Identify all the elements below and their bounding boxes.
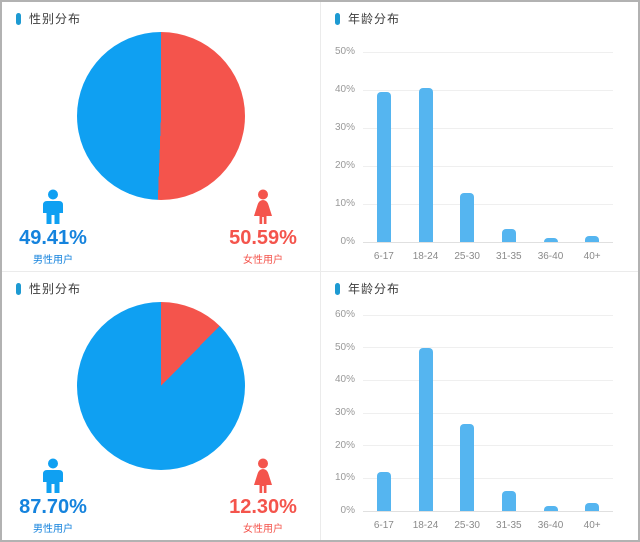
bar-6-17[interactable] [376, 471, 391, 511]
y-axis-tick: 0% [340, 505, 355, 516]
female-stat: 12.30% 女性用户 [218, 458, 308, 535]
female-icon [254, 458, 272, 493]
x-axis-label: 40+ [583, 520, 601, 531]
gridline [363, 379, 613, 381]
male-stat: 87.70% 男性用户 [8, 458, 98, 535]
title-marker-icon [16, 282, 21, 295]
gridline [363, 203, 613, 205]
panel-header: 性别分布 [16, 10, 81, 27]
x-axis-label: 18-24 [412, 520, 439, 531]
female-stat: 50.59% 女性用户 [218, 189, 308, 266]
bar-6-17[interactable] [376, 91, 391, 242]
y-axis-tick: 50% [334, 341, 355, 353]
y-axis-tick: 20% [334, 160, 355, 171]
female-percentage: 50.59% [229, 227, 297, 249]
bar-40+[interactable] [585, 502, 600, 511]
panel-header: 性别分布 [16, 280, 81, 297]
male-stat: 49.41% 男性用户 [8, 189, 98, 266]
y-axis-tick: 50% [334, 46, 355, 57]
age-distribution-panel-top: 年龄分布 0% 10% 20% 30% 40% 50% 6-17 18-24 25-30 31-3… [320, 2, 638, 271]
bar-31-35[interactable] [501, 491, 516, 511]
gridline [363, 477, 613, 479]
title-marker-icon [335, 282, 340, 295]
x-axis-label: 36-40 [537, 251, 564, 262]
panel-title: 年龄分布 [348, 282, 401, 296]
age-bar-chart[interactable]: 0% 10% 20% 30% 40% 50% 60% 6-17 18-24 25-30 31-35 3… [335, 309, 613, 531]
gender-pie-chart[interactable] [77, 32, 245, 200]
bar-40+[interactable] [585, 236, 600, 242]
bar-36-40[interactable] [543, 506, 558, 511]
gridline [363, 445, 613, 447]
x-axis-label: 31-35 [496, 520, 522, 531]
bar-36-40[interactable] [543, 238, 558, 242]
bar-25-30[interactable] [460, 424, 475, 511]
age-distribution-panel-bottom: 年龄分布 0% 10% 20% 30% 40% 50% 60% 6-17 18-24 25-30 3… [320, 271, 638, 540]
male-percentage: 49.41% [19, 227, 87, 249]
y-axis-tick: 0% [340, 236, 355, 247]
y-axis-tick: 40% [334, 374, 355, 386]
x-axis-label: 25-30 [454, 251, 480, 262]
gridline [363, 314, 613, 316]
x-axis-label: 31-35 [496, 251, 522, 262]
panel-title: 性别分布 [29, 282, 82, 296]
bar-18-24[interactable] [418, 88, 433, 242]
gridline [363, 89, 613, 91]
y-axis-tick: 10% [334, 472, 355, 484]
panel-header: 年龄分布 [335, 10, 400, 27]
gender-distribution-panel-bottom: 性别分布 87.70% 男性用户 12.30% 女性用户 [2, 271, 320, 540]
x-axis-label: 40+ [583, 251, 601, 262]
x-axis-label: 6-17 [373, 251, 394, 262]
male-label: 男性用户 [33, 255, 73, 266]
y-axis-tick: 40% [334, 84, 355, 95]
panel-header: 年龄分布 [335, 280, 400, 297]
gender-distribution-panel-top: 性别分布 49.41% 男性用户 50.59% 女性用户 [2, 2, 320, 271]
y-axis-tick: 10% [334, 198, 355, 209]
title-marker-icon [16, 12, 21, 25]
gridline [363, 510, 613, 512]
gridline [363, 165, 613, 167]
y-axis-tick: 60% [334, 309, 355, 320]
bar-25-30[interactable] [460, 192, 475, 242]
female-label: 女性用户 [243, 255, 283, 266]
gridline [363, 241, 613, 243]
panel-title: 性别分布 [29, 12, 82, 26]
y-axis-tick: 20% [334, 439, 355, 451]
gridline [363, 51, 613, 53]
x-axis-label: 25-30 [454, 520, 480, 531]
male-percentage: 87.70% [19, 496, 87, 518]
gender-pie-chart[interactable] [77, 302, 245, 470]
female-percentage: 12.30% [229, 496, 297, 518]
male-icon [43, 458, 63, 493]
x-axis-label: 18-24 [412, 251, 439, 262]
age-bar-chart[interactable]: 0% 10% 20% 30% 40% 50% 6-17 18-24 25-30 31-35 36-4… [335, 46, 613, 262]
gridline [363, 347, 613, 349]
panel-title: 年龄分布 [348, 12, 401, 26]
bar-31-35[interactable] [501, 228, 516, 242]
title-marker-icon [335, 12, 340, 25]
gridline [363, 127, 613, 129]
y-axis-tick: 30% [334, 122, 355, 133]
female-label: 女性用户 [243, 524, 283, 535]
gridline [363, 412, 613, 414]
female-icon [254, 189, 272, 224]
x-axis-label: 36-40 [537, 520, 564, 531]
bar-18-24[interactable] [418, 347, 433, 511]
y-axis-tick: 30% [334, 407, 355, 418]
x-axis-label: 6-17 [373, 520, 394, 531]
male-icon [43, 189, 63, 224]
male-label: 男性用户 [33, 524, 73, 535]
